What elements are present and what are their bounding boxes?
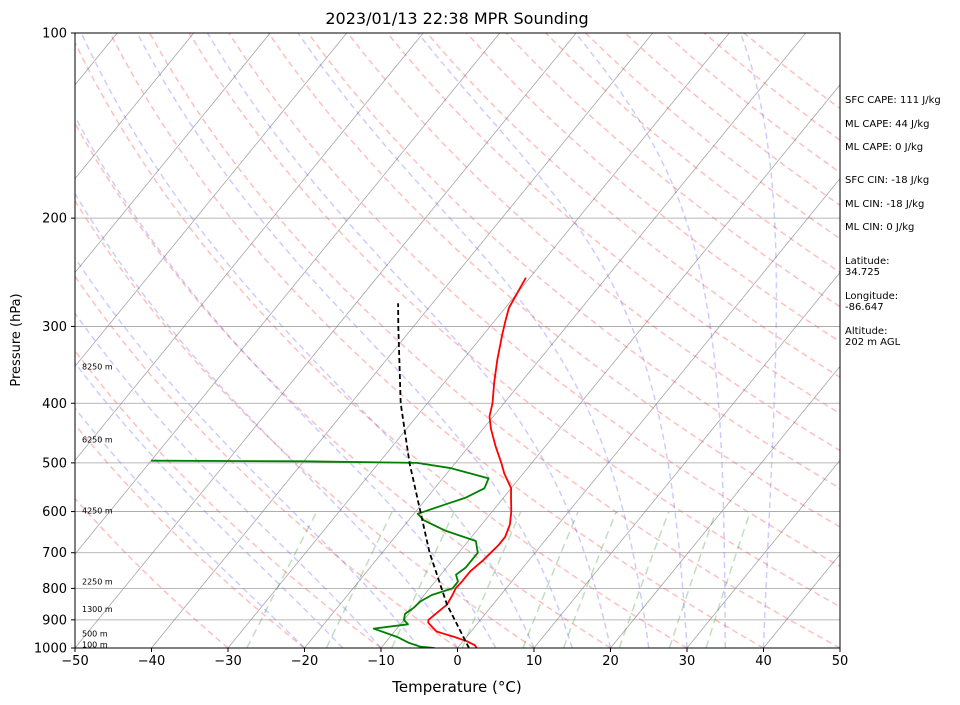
latitude-text: Latitude: 34.725 [845, 256, 890, 278]
dry-adiabat [505, 33, 840, 308]
x-tick-label: 50 [832, 654, 849, 669]
height-label: 100 m [82, 640, 108, 649]
height-labels: 100 m 500 m 1300 m 2250 m 4250 m 6250 m 8250 m [82, 363, 113, 650]
x-tick-label: 10 [526, 654, 543, 669]
x-axis-label: Temperature (°C) [391, 678, 521, 696]
isotherm [75, 33, 348, 368]
longitude-text: Longitude: -86.647 [845, 291, 899, 313]
height-label: 1300 m [82, 605, 113, 614]
isotherm [533, 271, 840, 648]
mixing-ratio-line [668, 511, 717, 648]
height-label: 4250 m [82, 507, 113, 516]
dry-adiabat [75, 275, 458, 648]
pressure-gridlines [75, 217, 840, 621]
isotherm [610, 365, 840, 648]
height-label: 8250 m [82, 363, 113, 372]
x-tick-label: 40 [755, 654, 772, 669]
dry-adiabat [75, 199, 535, 648]
series-group [151, 277, 527, 648]
isotherm [75, 33, 577, 648]
isotherm [75, 33, 424, 461]
dry-adiabat [148, 33, 840, 648]
moist-adiabat [574, 33, 727, 648]
dry-adiabat [267, 33, 840, 528]
moist-adiabat [80, 33, 535, 648]
x-tick-label: 20 [602, 654, 619, 669]
sfc-cin-text: SFC CIN: -18 J/kg [845, 175, 930, 186]
mixing-ratio-line [391, 511, 455, 648]
mixing-ratio-line [461, 511, 522, 648]
isotherm [304, 33, 807, 648]
mixing-ratio-line [562, 511, 617, 648]
mixing-ratio-line [618, 511, 670, 648]
y-tick-label: 700 [42, 546, 67, 561]
y-tick-label: 600 [42, 505, 67, 520]
x-tick-label: −50 [61, 654, 88, 669]
background-lines [75, 33, 840, 648]
isotherm [75, 33, 501, 555]
y-tick-label: 200 [42, 212, 67, 227]
ml-cin-text-2: ML CIN: 0 J/kg [845, 222, 915, 233]
x-tick-label: −40 [138, 654, 165, 669]
y-tick-label: 1000 [34, 642, 67, 657]
parcel-line [397, 303, 470, 648]
chart-title: 2023/01/13 22:38 MPR Sounding [325, 9, 588, 28]
isotherm [75, 33, 271, 274]
x-tick-label: −20 [291, 654, 318, 669]
y-tick-label: 300 [42, 320, 67, 335]
moist-adiabat [75, 115, 497, 648]
x-tick-label: −30 [214, 654, 241, 669]
height-label: 6250 m [82, 436, 113, 445]
temperature-line [427, 277, 527, 648]
dry-adiabat [386, 33, 840, 415]
moist-adiabat [75, 192, 459, 648]
moist-adiabat [75, 311, 382, 648]
dry-adiabat [75, 121, 611, 648]
height-label: 500 m [82, 629, 108, 638]
y-axis-label: Pressure (hPa) [9, 293, 24, 386]
plot-frame [74, 32, 841, 649]
isotherm [227, 33, 730, 648]
sfc-cape-text: SFC CAPE: 111 J/kg [845, 95, 941, 106]
isotherm [380, 84, 840, 648]
moist-adiabat [75, 361, 344, 648]
moist-adiabat [136, 33, 573, 648]
dry-adiabat [75, 497, 229, 648]
isotherm [151, 33, 654, 648]
isotherm [75, 33, 195, 180]
ml-cape-text-2: ML CAPE: 0 J/kg [845, 142, 924, 153]
mixing-ratio-line [705, 511, 752, 648]
y-axis-ticks: 100 200 300 400 500 600 700 800 900 1000 [34, 27, 75, 657]
moist-adiabat [75, 407, 306, 648]
x-axis-ticks: −50 −40 −30 −20 −10 0 10 20 30 40 50 [61, 648, 848, 669]
dry-adiabat [228, 33, 840, 568]
moist-adiabat [417, 33, 688, 648]
mixing-ratio-line [522, 511, 579, 648]
dry-adiabat [109, 33, 764, 648]
isotherm [457, 178, 840, 648]
dry-adiabat [347, 33, 840, 452]
y-tick-label: 800 [42, 582, 67, 597]
mixing-ratio-line [246, 511, 318, 648]
dry-adiabat [75, 349, 382, 648]
ml-cape-text: ML CAPE: 44 J/kg [845, 119, 930, 130]
altitude-text: Altitude: 202 m AGL [845, 326, 901, 348]
moist-adiabat [297, 33, 650, 648]
dry-adiabat [188, 33, 840, 608]
ml-cin-text: ML CIN: -18 J/kg [845, 199, 925, 210]
y-tick-label: 500 [42, 456, 67, 471]
y-tick-label: 900 [42, 613, 67, 628]
height-label: 2250 m [82, 577, 113, 586]
x-tick-label: 30 [679, 654, 696, 669]
isotherm [686, 459, 840, 648]
moist-adiabat [739, 33, 778, 648]
dry-adiabat [75, 40, 688, 648]
y-tick-label: 400 [42, 397, 67, 412]
x-tick-label: −10 [367, 654, 394, 669]
y-tick-label: 100 [42, 27, 67, 42]
x-tick-label: 0 [453, 654, 461, 669]
dewpoint-line [151, 459, 490, 648]
moist-adiabat [206, 33, 612, 648]
